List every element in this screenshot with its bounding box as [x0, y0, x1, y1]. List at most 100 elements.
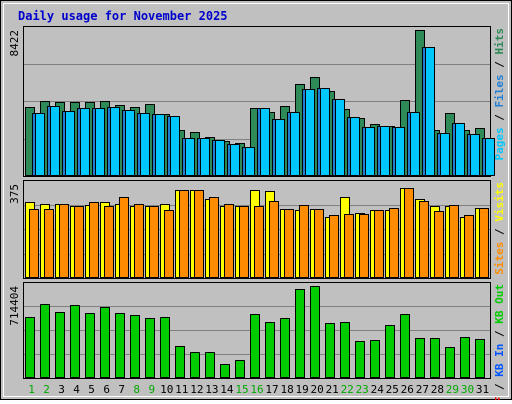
day-label-15: 15	[235, 383, 248, 396]
max-label-visits: 375	[8, 184, 21, 204]
bar-kbytes-kb-out-day-25	[385, 325, 395, 378]
bar-visits-sites-day-8	[134, 204, 144, 278]
bar-kbytes-kb-out-day-22	[340, 322, 350, 378]
bar-hits-pages-day-12	[200, 138, 210, 176]
side-legend-kbytes-part-2: KB In	[493, 344, 506, 377]
day-label-31: 31	[476, 383, 489, 396]
bar-kbytes-kb-out-day-2	[40, 304, 50, 378]
bar-kbytes-kb-out-day-10	[160, 317, 170, 378]
day-label-19: 19	[295, 383, 308, 396]
bar-hits-pages-day-22	[350, 117, 360, 176]
bar-visits-sites-day-22	[344, 214, 354, 278]
day-label-17: 17	[265, 383, 278, 396]
bar-hits-pages-day-26	[410, 112, 420, 176]
bar-kbytes-kb-out-day-14	[220, 364, 230, 378]
bar-visits-sites-day-26	[404, 188, 414, 278]
bar-visits-sites-day-18	[284, 209, 294, 278]
side-legend-hits-part-1: /	[493, 108, 506, 128]
day-label-2: 2	[43, 383, 50, 396]
day-label-10: 10	[160, 383, 173, 396]
side-legend-kbytes-part-4: KB Out	[493, 284, 506, 324]
bar-kbytes-kb-out-day-20	[310, 286, 320, 378]
bar-hits-pages-day-3	[65, 111, 75, 176]
bevel-border	[3, 3, 509, 397]
bar-kbytes-kb-out-day-29	[445, 347, 455, 378]
bar-visits-sites-day-13	[209, 197, 219, 278]
bar-visits-sites-day-27	[419, 201, 429, 278]
bar-kbytes-kb-out-day-11	[175, 346, 185, 378]
bar-kbytes-kb-out-day-27	[415, 338, 425, 378]
side-legend-hits-part-2: Files	[493, 74, 506, 107]
day-label-25: 25	[386, 383, 399, 396]
bar-visits-sites-day-29	[449, 205, 459, 278]
bar-kbytes-kb-out-day-19	[295, 289, 305, 378]
bar-hits-pages-day-2	[50, 106, 60, 176]
day-label-12: 12	[190, 383, 203, 396]
max-label-kbytes: 714404	[8, 286, 21, 326]
bar-hits-pages-day-10	[170, 116, 180, 176]
bar-kbytes-kb-out-day-26	[400, 314, 410, 378]
bar-hits-pages-day-21	[335, 99, 345, 176]
side-legend-kbytes-part-3: /	[493, 324, 506, 344]
side-legend-hits-part-4: Hits	[493, 28, 506, 55]
bar-kbytes-kb-out-day-4	[70, 305, 80, 378]
bar-hits-pages-day-15	[245, 147, 255, 176]
day-label-23: 23	[356, 383, 369, 396]
bar-hits-pages-day-25	[395, 127, 405, 176]
bar-visits-sites-day-25	[389, 208, 399, 278]
bar-visits-sites-day-7	[119, 197, 129, 278]
bar-hits-pages-day-7	[125, 110, 135, 176]
bar-kbytes-kb-out-day-9	[145, 318, 155, 378]
bar-kbytes-kb-out-day-28	[430, 338, 440, 378]
day-label-14: 14	[220, 383, 234, 396]
bar-hits-pages-day-20	[320, 88, 330, 176]
bar-kbytes-kb-out-day-12	[190, 352, 200, 378]
bar-hits-pages-day-11	[185, 138, 195, 176]
side-legend-visits-part-0: Sites	[493, 242, 506, 275]
day-label-22: 22	[341, 383, 354, 396]
day-label-8: 8	[133, 383, 140, 396]
bar-hits-pages-day-23	[365, 127, 375, 176]
bar-visits-sites-day-15	[239, 206, 249, 278]
bar-kbytes-kb-out-day-6	[100, 307, 110, 378]
bar-visits-sites-day-11	[179, 190, 189, 278]
day-label-29: 29	[446, 383, 459, 396]
bar-hits-pages-day-14	[230, 144, 240, 176]
bar-hits-pages-day-16	[260, 108, 270, 176]
bar-hits-pages-day-8	[140, 113, 150, 176]
bar-kbytes-kb-out-day-3	[55, 312, 65, 378]
bar-kbytes-kb-out-day-1	[25, 317, 35, 378]
bar-hits-pages-day-19	[305, 89, 315, 176]
bar-visits-sites-day-21	[329, 215, 339, 278]
bar-visits-sites-day-24	[374, 210, 384, 278]
bar-hits-pages-day-18	[290, 112, 300, 176]
bar-kbytes-kb-out-day-24	[370, 340, 380, 378]
day-label-24: 24	[371, 383, 385, 396]
bar-kbytes-kb-out-day-30	[460, 337, 470, 378]
bar-visits-sites-day-6	[104, 206, 114, 278]
bar-visits-sites-day-3	[59, 204, 69, 278]
day-label-27: 27	[416, 383, 429, 396]
bar-hits-pages-day-4	[80, 108, 90, 176]
bar-visits-sites-day-30	[464, 215, 474, 278]
bar-kbytes-kb-out-day-31	[475, 339, 485, 378]
day-label-18: 18	[280, 383, 293, 396]
day-label-16: 16	[250, 383, 263, 396]
bar-hits-pages-day-5	[95, 108, 105, 176]
bar-kbytes-kb-out-day-17	[265, 322, 275, 378]
side-legend-visits-part-1: /	[493, 222, 506, 242]
bar-kbytes-kb-out-day-13	[205, 352, 215, 378]
bar-visits-sites-day-31	[479, 208, 489, 278]
bar-hits-pages-day-24	[380, 126, 390, 176]
bar-visits-sites-day-19	[299, 205, 309, 278]
bar-visits-sites-day-28	[434, 211, 444, 278]
bar-visits-sites-day-12	[194, 190, 204, 278]
bar-visits-sites-day-20	[314, 209, 324, 278]
bar-visits-sites-day-17	[269, 201, 279, 278]
day-label-26: 26	[401, 383, 414, 396]
bar-visits-sites-day-4	[74, 206, 84, 278]
bar-hits-pages-day-1	[35, 113, 45, 176]
day-label-1: 1	[28, 383, 35, 396]
